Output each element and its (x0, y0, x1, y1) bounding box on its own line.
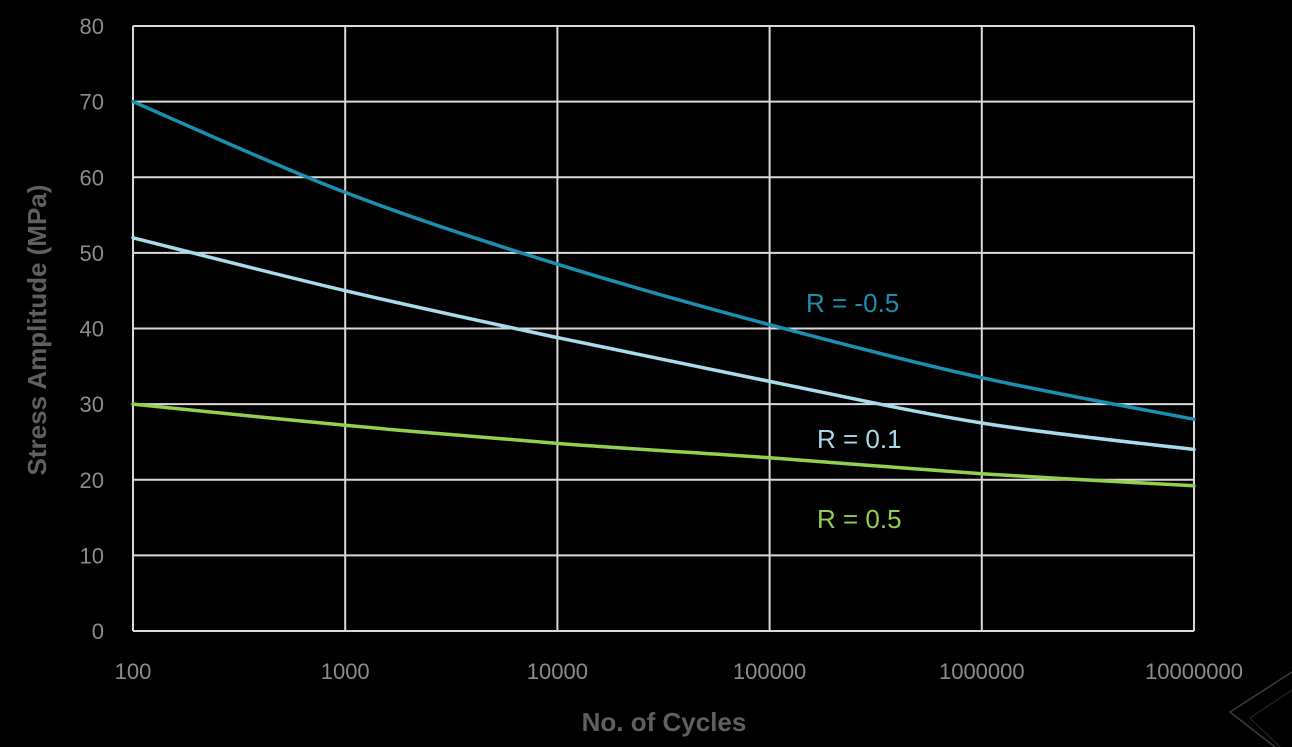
series-line-0 (131, 99, 1196, 422)
y-tick-label: 30 (80, 392, 104, 417)
x-axis-title: No. of Cycles (582, 707, 747, 737)
y-axis-title: Stress Amplitude (MPa) (22, 185, 52, 476)
x-tick-label: 1000 (321, 659, 370, 684)
series-label-r-0-5: R = 0.5 (817, 504, 902, 534)
y-tick-label: 0 (92, 619, 104, 644)
y-tick-label: 20 (80, 468, 104, 493)
y-tick-label: 70 (80, 90, 104, 115)
corner-decoration (1228, 671, 1292, 747)
x-axis-ticks: 100 1000 10000 100000 1000000 10000000 (115, 659, 1243, 684)
y-tick-label: 10 (80, 543, 104, 568)
x-tick-label: 100000 (733, 659, 806, 684)
x-tick-label: 100 (115, 659, 152, 684)
x-tick-label: 10000 (527, 659, 588, 684)
gridlines (132, 25, 1195, 632)
series-lines (131, 99, 1196, 488)
y-tick-label: 80 (80, 14, 104, 39)
x-tick-label: 1000000 (939, 659, 1025, 684)
y-tick-label: 50 (80, 241, 104, 266)
series-label-r-0-1: R = 0.1 (817, 424, 902, 454)
series-line-2 (131, 402, 1196, 488)
y-axis-ticks: 0 10 20 30 40 50 60 70 80 (80, 14, 104, 644)
x-tick-label: 10000000 (1145, 659, 1243, 684)
y-tick-label: 40 (80, 317, 104, 342)
series-line-1 (131, 236, 1196, 452)
series-label-r-neg-0-5: R = -0.5 (806, 288, 899, 318)
y-tick-label: 60 (80, 165, 104, 190)
